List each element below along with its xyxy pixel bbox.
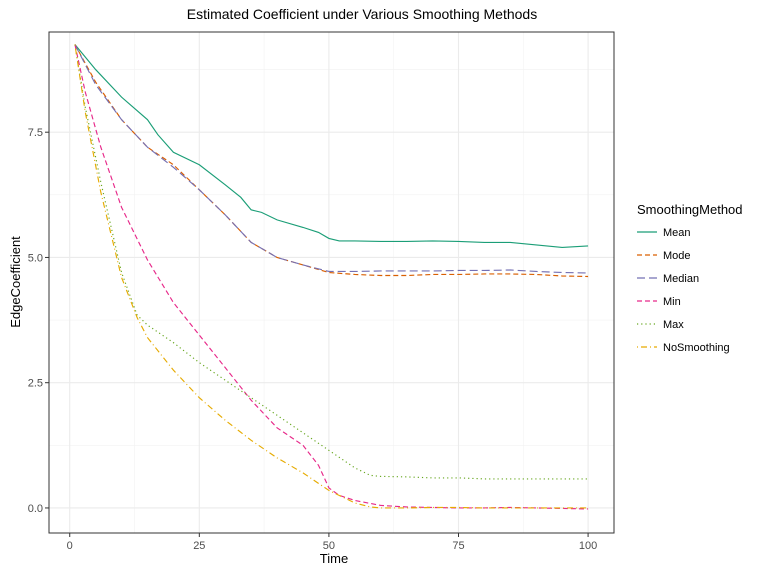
- series-line-mean: [74, 44, 589, 249]
- series-line-mode: [74, 44, 589, 278]
- axes: 0 25 50 75 100 0.0 2.5 5.0 7.5: [28, 31, 615, 552]
- series-layer: [74, 44, 589, 510]
- y-tick-label: 5.0: [28, 252, 43, 264]
- y-axis-label: EdgeCoefficient: [8, 236, 23, 328]
- legend-title: SmoothingMethod: [637, 202, 743, 217]
- series-line-median: [74, 44, 589, 274]
- x-tick-label: 100: [579, 540, 597, 552]
- legend-label-median: Median: [663, 273, 699, 285]
- x-tick-label: 75: [452, 540, 464, 552]
- x-axis-label: Time: [320, 551, 348, 566]
- x-tick-label: 0: [67, 540, 73, 552]
- legend-label-mode: Mode: [663, 250, 691, 262]
- series-line-nosmoothing: [74, 44, 589, 509]
- series-line-min: [74, 44, 589, 510]
- legend-label-max: Max: [663, 319, 684, 331]
- y-tick-label: 7.5: [28, 127, 43, 139]
- legend: SmoothingMethod Mean Mode Median Min Max NoSm…: [637, 202, 743, 354]
- legend-label-nosmoothing: NoSmoothing: [663, 342, 730, 354]
- legend-label-mean: Mean: [663, 227, 691, 239]
- y-tick-label: 2.5: [28, 378, 43, 390]
- y-tick-label: 0.0: [28, 503, 43, 515]
- panel-border: [48, 31, 615, 534]
- legend-label-min: Min: [663, 296, 681, 308]
- x-tick-label: 25: [193, 540, 205, 552]
- grid-lines: [49, 32, 614, 533]
- x-tick-label: 50: [323, 540, 335, 552]
- chart-title: Estimated Coefficient under Various Smoo…: [187, 6, 537, 22]
